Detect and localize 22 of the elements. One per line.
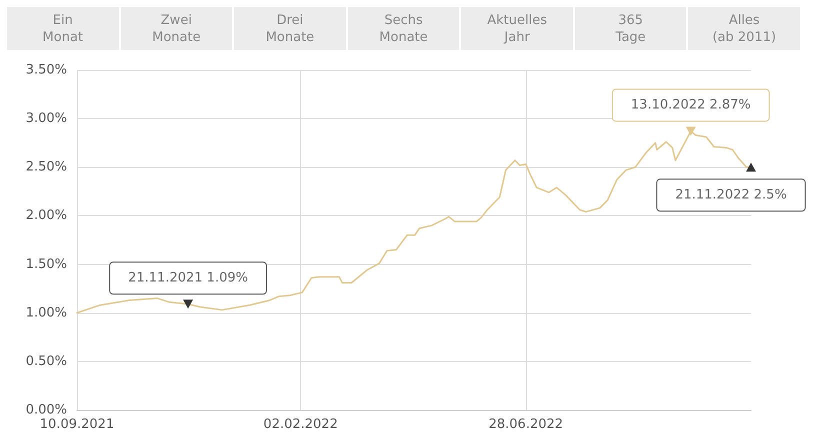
y-tick-label: 3.00% xyxy=(26,111,67,126)
range-button: Alles (ab 2011) xyxy=(688,7,800,50)
y-tick-label: 0.00% xyxy=(26,402,67,418)
range-button: Drei Monate xyxy=(234,7,346,50)
y-tick-label: 2.50% xyxy=(26,160,67,175)
range-button: Ein Monat xyxy=(7,7,119,50)
annotation: 21.11.2021 1.09% xyxy=(128,270,248,286)
x-tick-label: 10.09.2021 xyxy=(40,417,114,432)
annotation: 13.10.2022 2.87% xyxy=(630,98,751,113)
x-tick-label: 28.06.2022 xyxy=(488,417,564,432)
y-tick-label: 3.50% xyxy=(26,62,67,78)
y-tick-label: 0.50% xyxy=(26,354,67,369)
point xyxy=(686,126,696,136)
y-tick-label: 1.50% xyxy=(26,256,67,272)
y-tick-label: 2.00% xyxy=(26,208,67,224)
y-tick-label: 1.00% xyxy=(26,305,67,320)
range-button: Zwei Monate xyxy=(120,7,232,50)
annotation: 21.11.2022 2.5% xyxy=(675,188,787,203)
range-button: 365 Tage xyxy=(574,7,686,50)
x-tick-label: 02.02.2022 xyxy=(263,417,338,432)
range-button: Sechs Monate xyxy=(348,7,460,50)
range-button: Aktuelles Jahr xyxy=(461,7,573,50)
